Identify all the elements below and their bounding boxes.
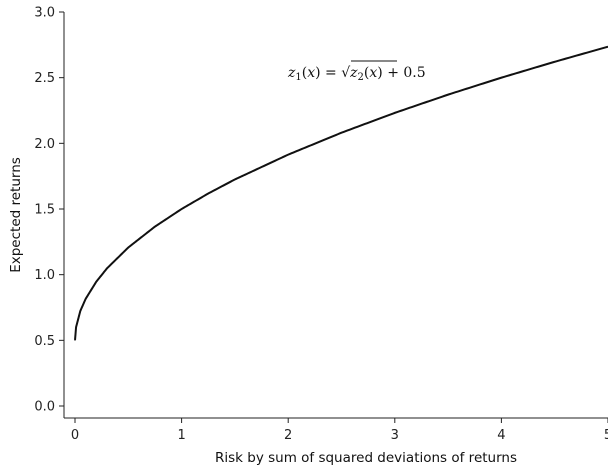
- x-tick-label: 1: [177, 428, 185, 443]
- x-tick-label: 0: [71, 428, 79, 443]
- y-tick-label: 1.5: [34, 203, 55, 218]
- curve-annotation: z1(x) = √z2(x) + 0.5: [287, 65, 426, 83]
- x-tick-label: 2: [284, 428, 292, 443]
- x-tick-label: 4: [497, 428, 505, 443]
- y-tick-label: 2.0: [34, 137, 55, 152]
- x-tick-label: 3: [391, 428, 399, 443]
- y-tick-label: 0.5: [34, 334, 55, 349]
- x-axis-label: Risk by sum of squared deviations of ret…: [215, 450, 517, 466]
- plot-area: 0 1 2 3 4 5 0.0 0.5 1.0 1.5 2.0 2.5 3.0 Risk by sum o…: [8, 6, 608, 466]
- x-tick-label: 5: [604, 428, 608, 443]
- series-line: [74, 45, 608, 341]
- y-tick-label: 3.0: [34, 6, 55, 21]
- y-tick-label: 2.5: [34, 71, 55, 86]
- y-tick-label: 0.0: [34, 400, 55, 415]
- y-tick-label: 1.0: [34, 268, 55, 283]
- y-axis-label: Expected returns: [8, 157, 24, 273]
